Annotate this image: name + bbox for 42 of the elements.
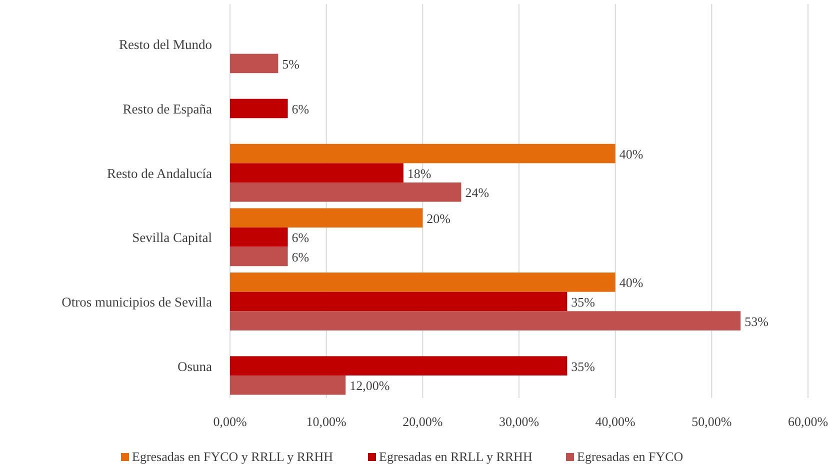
data-label: 6% [292,102,310,116]
bar [230,228,288,247]
bar [230,144,616,164]
y-tick-label: Resto de Andalucía [107,166,212,181]
data-label: 5% [282,56,300,72]
x-tick-label: 20,00% [402,414,443,429]
y-tick-label: Resto de España [122,102,212,116]
bar [230,311,741,330]
data-label: 53% [744,314,769,329]
data-label: 35% [571,294,596,310]
x-tick-label: 10,00% [306,414,347,429]
y-tick-label: Resto del Mundo [119,37,212,52]
bar [230,246,288,266]
legend-label: Egresadas en FYCO y RRLL y RRHH [132,449,334,464]
bar [230,356,568,376]
bar [230,208,423,228]
x-tick-label: 50,00% [692,414,732,429]
bar [230,98,288,118]
legend-label: Egresadas en FYCO [577,449,684,464]
x-tick-label: 0,00% [213,414,247,429]
bar [230,54,278,74]
x-tick-label: 60,00% [788,414,828,429]
x-tick-label: 40,00% [595,414,636,429]
data-label: 18% [407,166,432,181]
data-label: 35% [571,358,596,374]
bar [230,182,462,202]
data-label: 40% [619,275,644,290]
data-label: 6% [292,230,310,246]
legend-label: Egresadas en RRLL y RRHH [379,449,532,464]
x-tick-label: 30,00% [498,414,540,429]
data-label: 12,00% [350,378,390,394]
data-label: 40% [619,146,644,162]
bar [230,375,346,395]
y-tick-label: Sevilla Capital [132,230,212,246]
bar [230,163,404,182]
y-tick-label: Osuna [178,358,212,374]
bar [230,272,616,292]
data-label: 20% [426,210,451,226]
y-tick-label: Otros municipios de Sevilla [62,294,212,310]
data-label: 24% [465,185,490,200]
bar [230,292,568,312]
data-label: 6% [292,249,310,264]
